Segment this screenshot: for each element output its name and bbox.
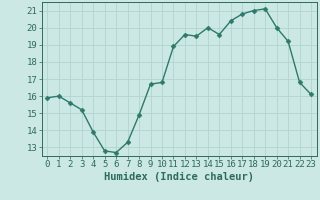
X-axis label: Humidex (Indice chaleur): Humidex (Indice chaleur) bbox=[104, 172, 254, 182]
